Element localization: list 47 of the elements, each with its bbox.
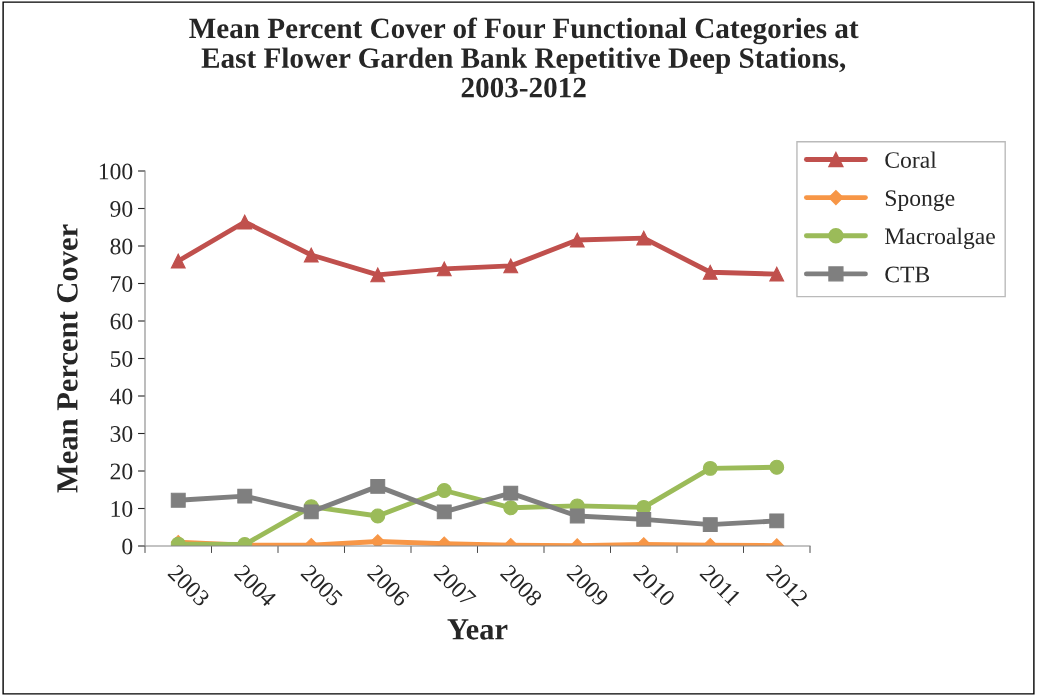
y-tick-label: 100 [99,163,133,180]
point [303,247,319,263]
point [769,266,785,282]
point [569,232,585,248]
y-tick-label: 60 [110,313,133,330]
point [503,258,519,274]
y-tick-label: 90 [110,200,133,217]
x-tick-label: 2010 [632,563,677,608]
y-tick-label: 0 [122,538,133,555]
legend-label: Macroalgae [885,227,995,250]
y-tick-label: 10 [111,500,133,517]
point [370,534,386,546]
point [303,504,319,520]
point [636,230,652,246]
legend-label: CTB [885,266,930,283]
x-tick-label: 2007 [433,563,477,608]
point [503,500,519,516]
point [436,504,452,520]
legend-label: Sponge [885,190,955,211]
y-tick-label: 40 [110,388,133,405]
point [436,261,452,277]
point [702,460,718,476]
y-tick-label: 80 [110,238,133,255]
y-axis-title: Mean Percent Cover [57,224,78,493]
point [569,508,585,524]
y-tick-label: 20 [110,463,133,480]
point [237,488,253,504]
y-tick-label: 70 [111,275,133,292]
point [503,485,519,501]
x-tick-label: 2009 [566,563,610,608]
point [170,492,186,508]
point [769,459,785,475]
y-tick-label: 50 [110,350,133,367]
x-axis-title: Year [447,619,508,640]
legend-label: Coral [885,151,937,169]
point [702,264,718,280]
point [237,214,253,230]
chart-title: Mean Percent Cover of Four Functional Categories at East Flower Garden Bank Repetitive Deep Stations, 2003-2012 [189,17,859,98]
point [370,478,386,494]
point [769,513,785,529]
point [170,253,186,269]
point [702,517,718,533]
point [370,508,386,524]
point [370,267,386,283]
point [436,483,452,498]
y-tick-label: 30 [110,425,133,442]
point [636,511,652,527]
